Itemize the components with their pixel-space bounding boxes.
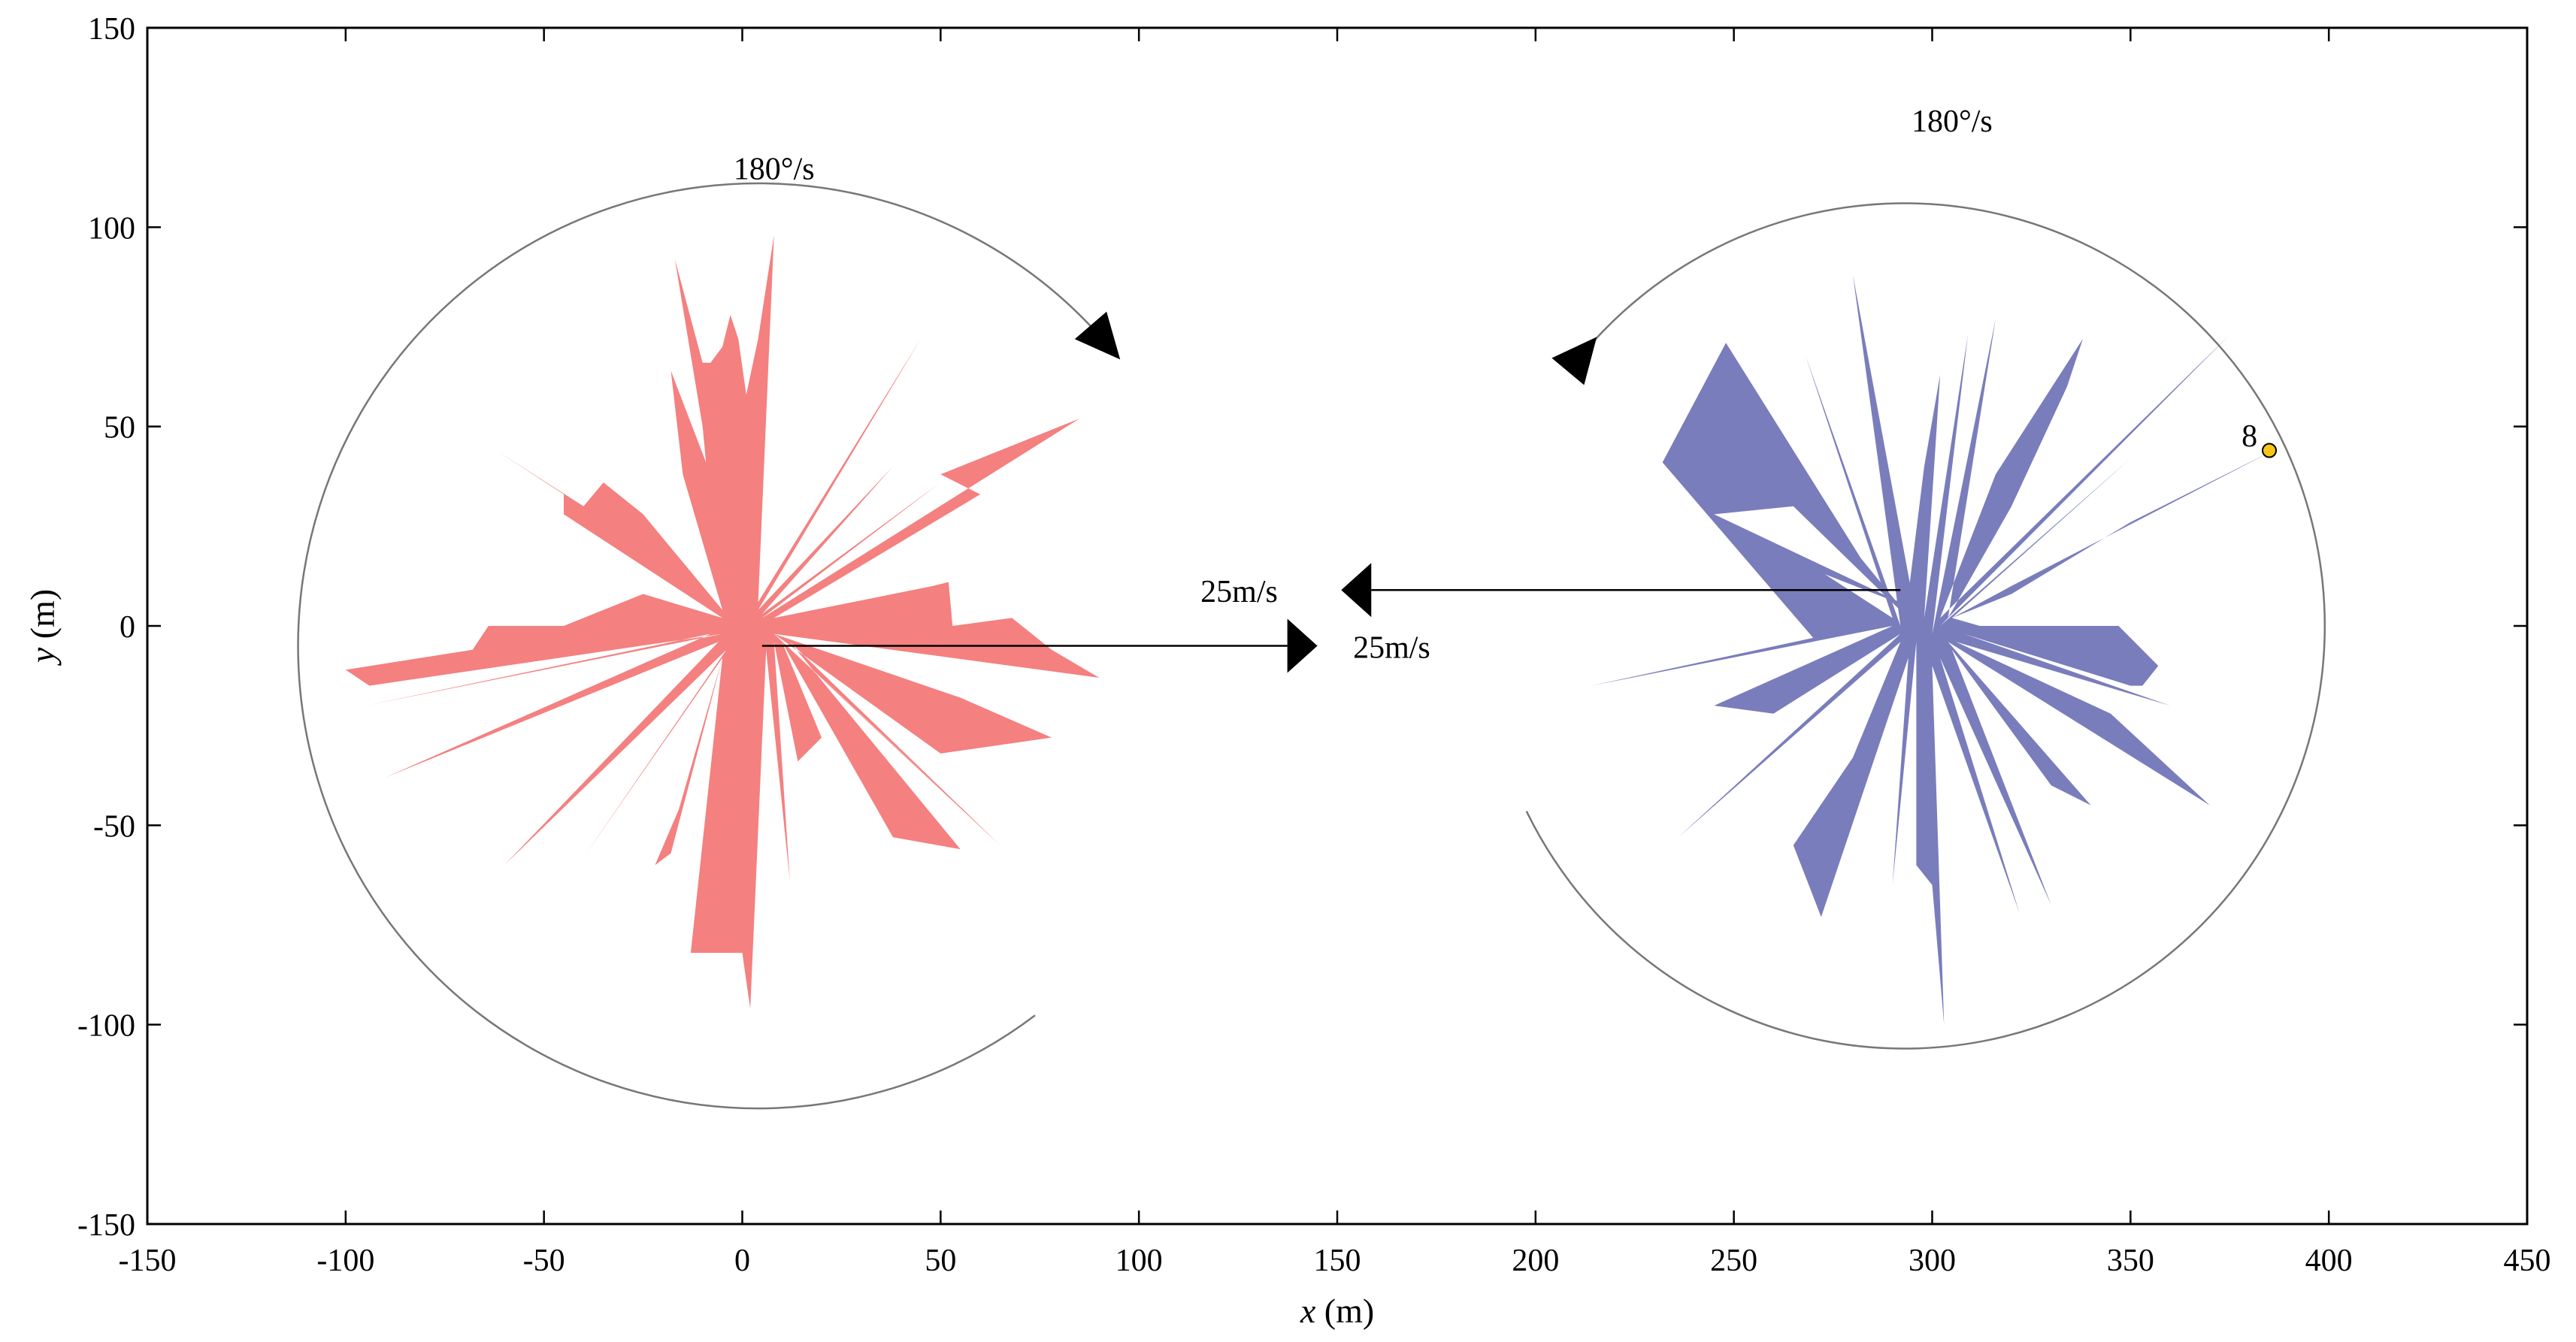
x-tick-label: -150 bbox=[119, 1244, 177, 1278]
x-tick-label: 150 bbox=[1314, 1244, 1361, 1278]
axes: -150 -100 -50 0 50 100 150 200 250 300 350 400 450 -1… bbox=[77, 12, 2551, 1278]
annotation-4: 25m/s bbox=[1353, 630, 1430, 665]
y-tick-label: 50 bbox=[104, 411, 135, 446]
rotation-arrowhead-1 bbox=[1074, 311, 1121, 360]
x-tick-label: 200 bbox=[1512, 1244, 1559, 1278]
annotation-3: 25m/s bbox=[1200, 575, 1278, 609]
y-axis-label-var: y bbox=[23, 647, 62, 666]
x-axis-label-var: x bbox=[1300, 1292, 1316, 1330]
plot-content: 180°/s 180°/s 25m/s 25m/s 8 bbox=[297, 104, 2326, 1110]
x-tick-label: 450 bbox=[2504, 1244, 2551, 1278]
y-tick-label: 150 bbox=[88, 12, 135, 47]
y-axis-label: y (m) bbox=[23, 589, 62, 666]
velocity-arrowhead-1 bbox=[1287, 618, 1318, 673]
x-tick-label: 400 bbox=[2305, 1244, 2353, 1278]
x-axis-label: x (m) bbox=[1300, 1292, 1374, 1330]
svg-text:x (m): x (m) bbox=[1300, 1292, 1374, 1330]
y-tick-label: 100 bbox=[88, 211, 135, 246]
rotation-arrowhead-2 bbox=[1551, 337, 1597, 385]
y-axis-label-unit: (m) bbox=[23, 589, 62, 648]
y-tick-label: -50 bbox=[93, 809, 135, 844]
point-marker-1 bbox=[2262, 443, 2278, 458]
svg-text:y (m): y (m) bbox=[23, 589, 62, 666]
y-tick-label: -100 bbox=[77, 1009, 135, 1044]
x-tick-label: 50 bbox=[925, 1244, 956, 1278]
y-tick-label: 0 bbox=[120, 610, 135, 645]
rotation-arc-2 bbox=[1525, 202, 2326, 1050]
x-axis-label-unit: (m) bbox=[1315, 1292, 1374, 1330]
x-tick-label: 100 bbox=[1115, 1244, 1163, 1278]
blue-body-shape bbox=[1591, 275, 2274, 1025]
x-tick-label: 0 bbox=[734, 1244, 750, 1278]
annotation-2: 180°/s bbox=[1912, 104, 1993, 139]
x-tick-label: 350 bbox=[2107, 1244, 2154, 1278]
x-tick-label: -100 bbox=[316, 1244, 374, 1278]
y-tick-label: -150 bbox=[77, 1208, 135, 1243]
x-tick-label: 250 bbox=[1710, 1244, 1757, 1278]
x-tick-label: -50 bbox=[523, 1244, 565, 1278]
annotation-1: 180°/s bbox=[734, 153, 815, 187]
x-tick-label: 300 bbox=[1909, 1244, 1956, 1278]
annotation-5: 8 bbox=[2242, 419, 2257, 454]
velocity-arrowhead-2 bbox=[1341, 563, 1372, 618]
red-body-shape bbox=[345, 234, 1100, 1009]
rotation-arc-1 bbox=[297, 182, 1106, 1110]
